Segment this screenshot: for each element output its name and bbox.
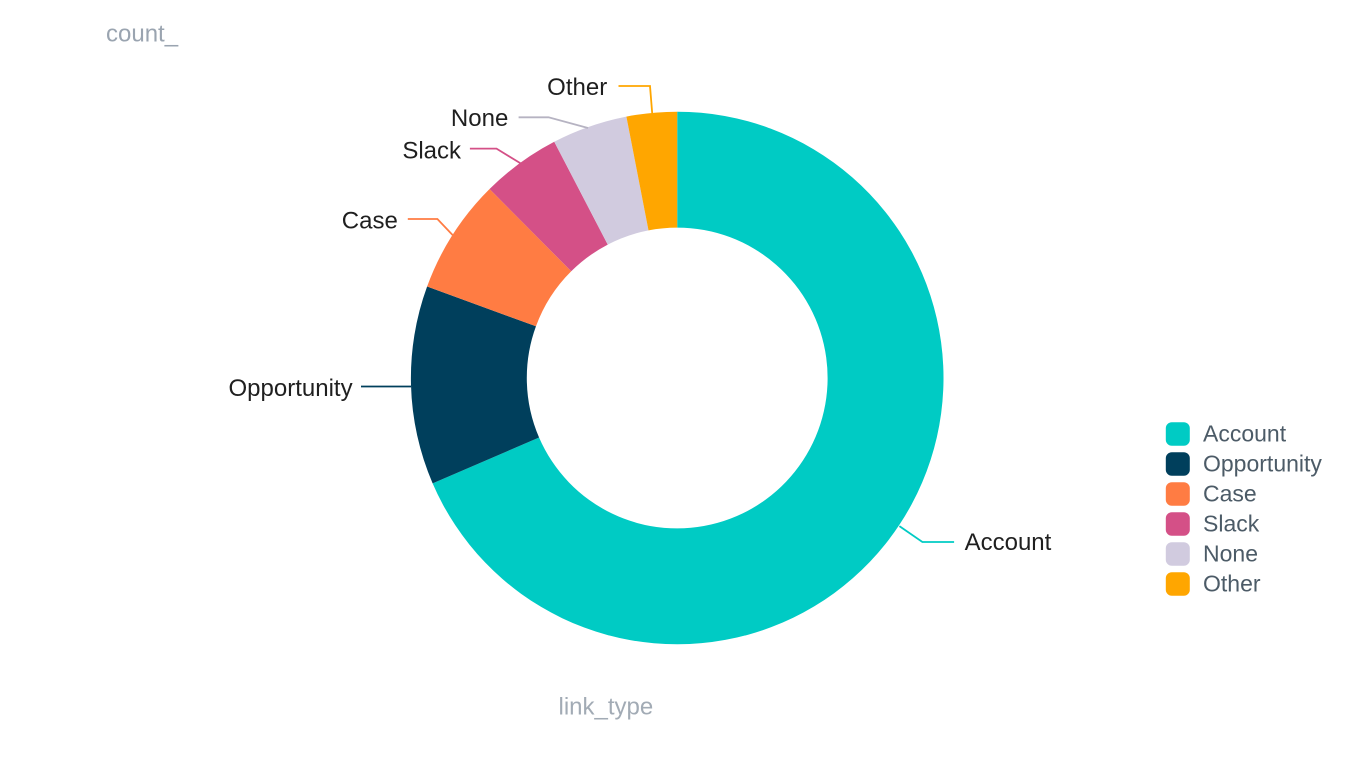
svg-text:None: None [451, 105, 508, 132]
svg-text:Account: Account [1203, 421, 1287, 447]
svg-text:Case: Case [1203, 481, 1257, 507]
svg-text:Other: Other [1203, 571, 1261, 597]
svg-text:Case: Case [342, 208, 398, 235]
svg-text:Opportunity: Opportunity [1203, 451, 1322, 477]
svg-text:link_type: link_type [559, 694, 654, 721]
svg-text:Opportunity: Opportunity [229, 375, 353, 402]
svg-text:Slack: Slack [1203, 511, 1260, 537]
svg-text:count_: count_ [106, 21, 179, 48]
svg-text:Account: Account [965, 529, 1052, 556]
svg-text:Slack: Slack [402, 138, 462, 165]
svg-text:None: None [1203, 541, 1258, 567]
svg-text:Other: Other [547, 74, 607, 101]
